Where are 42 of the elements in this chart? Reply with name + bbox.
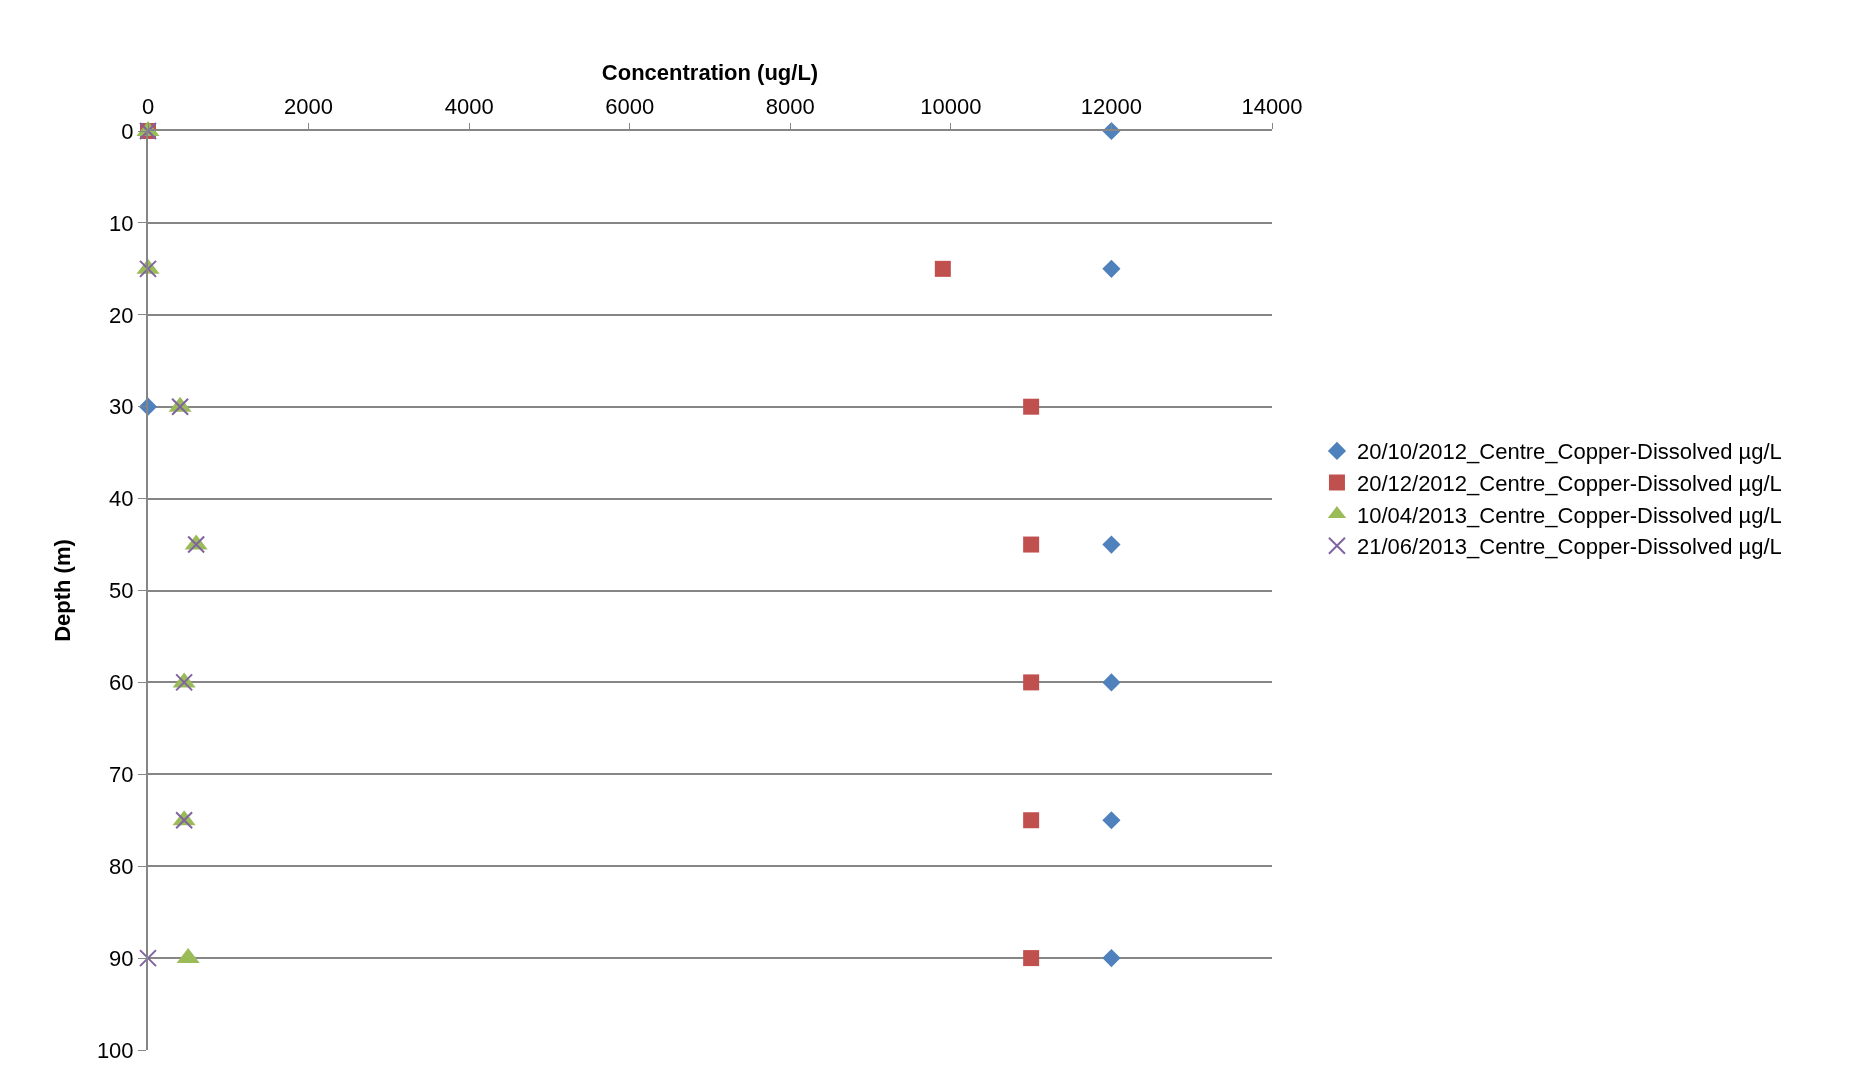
point: [1023, 674, 1040, 691]
x-tick-label: 8000: [765, 94, 815, 120]
y-tick-label: 50: [109, 578, 134, 604]
y-tick-label: 90: [109, 945, 134, 971]
point: [139, 949, 157, 968]
point: [1102, 949, 1121, 968]
y-tick-label: 100: [96, 1037, 134, 1063]
y-tick-label: 0: [121, 118, 134, 144]
y-tick-label: 30: [109, 394, 134, 420]
y-tick-label: 70: [109, 762, 134, 787]
point: [139, 259, 157, 278]
point: [187, 535, 206, 554]
legend-label: 20/12/2012_Centre_Copper-Dissolved µg/L: [1356, 471, 1782, 497]
legend-label: 10/04/2013_Centre_Copper-Dissolved µg/L: [1356, 502, 1782, 528]
legend-label: 20/10/2012_Centre_Copper-Dissolved µg/L: [1356, 439, 1782, 465]
x-tick-label: 12000: [1080, 94, 1143, 120]
x-axis-title: Concentration (ug/L): [601, 59, 819, 85]
x-tick-label: 4000: [444, 94, 494, 120]
x-tick-label: 2000: [284, 94, 334, 120]
x-tick-label: 6000: [605, 94, 655, 120]
y-tick-label: 80: [109, 853, 134, 879]
point: [1102, 259, 1121, 278]
x-tick-label: 14000: [1241, 94, 1303, 120]
point: [175, 811, 194, 830]
point: [1102, 673, 1121, 692]
point: [1023, 812, 1040, 829]
y-tick-label: 10: [109, 210, 134, 236]
y-axis-title: Depth (m): [50, 539, 76, 642]
point: [1102, 811, 1121, 830]
point: [1023, 398, 1040, 415]
point: [1023, 950, 1040, 967]
point: [1023, 536, 1040, 553]
point: [1102, 535, 1121, 554]
y-tick-label: 20: [109, 302, 134, 328]
point: [171, 397, 190, 416]
x-tick-label: 0: [141, 94, 155, 120]
x-tick-label: 10000: [920, 94, 982, 120]
legend-label: 21/06/2013_Centre_Copper-Dissolved µg/L: [1356, 534, 1782, 560]
point: [175, 673, 194, 692]
y-tick-label: 40: [109, 486, 134, 512]
y-tick-label: 60: [109, 670, 134, 696]
point: [934, 260, 951, 277]
